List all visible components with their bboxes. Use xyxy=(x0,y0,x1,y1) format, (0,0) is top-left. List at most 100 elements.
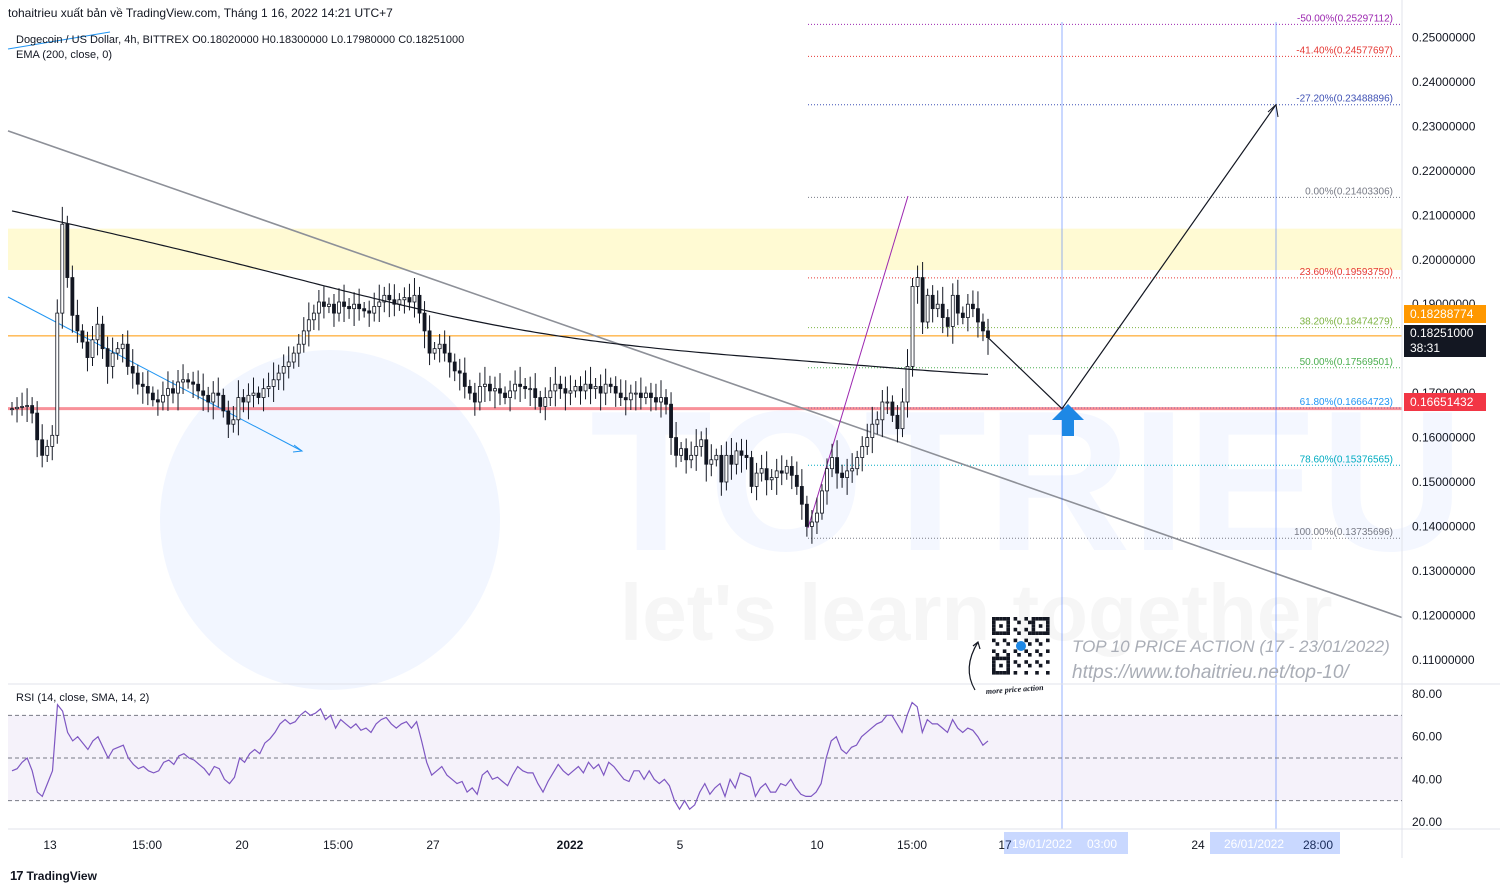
qr-module xyxy=(1024,638,1028,643)
time-axis[interactable]: 13 15:00 20 15:00 27 2022 5 10 15:00 17 24 28:00 19/… xyxy=(43,832,1340,854)
candle-body xyxy=(236,397,241,421)
candle-body xyxy=(970,303,975,310)
candle-body xyxy=(115,348,120,354)
qr-module xyxy=(995,617,1000,621)
qr-module xyxy=(992,663,996,668)
candle-body xyxy=(417,294,422,314)
candle-body xyxy=(669,403,673,438)
candle-body xyxy=(301,330,306,345)
candle-body xyxy=(870,423,875,438)
candle-body xyxy=(377,301,382,307)
resistance-zone xyxy=(8,228,1402,270)
price-tick-label: 0.20000000 xyxy=(1412,253,1476,267)
candle-body xyxy=(528,388,533,391)
qr-module xyxy=(995,671,1000,675)
qr-module xyxy=(1006,642,1010,646)
qr-module xyxy=(1046,660,1050,664)
price-tick-label: 0.16000000 xyxy=(1412,431,1476,445)
orange-price-badge: 0.18288774 xyxy=(1404,305,1486,323)
candle-body xyxy=(251,392,256,396)
descending-trendline xyxy=(7,130,1403,619)
qr-module xyxy=(995,642,1000,646)
price-tick-label: 0.24000000 xyxy=(1412,75,1476,89)
qr-module xyxy=(1013,660,1018,664)
qr-module xyxy=(1006,667,1010,671)
qr-module xyxy=(1038,631,1043,635)
candle-body xyxy=(538,397,543,407)
qr-module xyxy=(1006,617,1010,621)
qr-module xyxy=(1028,653,1032,657)
candle-body xyxy=(965,303,970,318)
candle-body xyxy=(482,383,487,387)
candle-body xyxy=(176,381,180,394)
qr-module xyxy=(992,620,996,625)
candle-body xyxy=(75,314,80,332)
fib-level-label: 38.20%(0.18474279) xyxy=(1300,317,1393,328)
price-tick-label: 0.25000000 xyxy=(1412,31,1476,45)
rsi-legend[interactable]: RSI (14, close, SMA, 14, 2) xyxy=(16,692,150,704)
qr-module xyxy=(1013,638,1018,643)
candle-body xyxy=(598,386,603,394)
candle-body xyxy=(799,486,804,505)
qr-module xyxy=(992,638,996,643)
candle-body xyxy=(734,450,739,465)
price-projection-path[interactable] xyxy=(987,103,1279,436)
price-tick-label: 0.21000000 xyxy=(1412,208,1476,222)
qr-caption: more price action xyxy=(986,683,1045,696)
time-tick-label: 20 xyxy=(235,838,249,852)
candle-body xyxy=(437,343,442,350)
rsi-axis[interactable]: 80.00 60.00 40.00 20.00 xyxy=(1412,687,1442,829)
candle-body xyxy=(794,474,799,487)
qr-module xyxy=(999,663,1003,668)
tradingview-footer[interactable]: 17 TradingView xyxy=(10,868,97,883)
qr-module xyxy=(992,671,996,675)
symbol-ohlc-line[interactable]: Dogecoin / US Dollar, 4h, BITTREX O0.180… xyxy=(16,34,465,46)
qr-module xyxy=(992,667,996,671)
candle-body xyxy=(739,450,744,456)
candle-body xyxy=(850,468,855,472)
candle-body xyxy=(45,446,50,456)
candle-body xyxy=(543,397,548,407)
candle-body xyxy=(880,401,885,421)
qr-code[interactable]: more price action xyxy=(968,617,1050,696)
qr-module xyxy=(1024,617,1028,621)
qr-module xyxy=(1017,620,1021,625)
horizontal-levels[interactable] xyxy=(8,335,1402,411)
promo-url[interactable]: https://www.tohaitrieu.net/top-10/ xyxy=(1072,662,1349,683)
candle-body xyxy=(216,392,221,396)
candle-body xyxy=(135,372,140,385)
candle-body xyxy=(407,297,412,303)
qr-module xyxy=(1038,653,1043,657)
candle-body xyxy=(60,223,65,314)
qr-module xyxy=(1031,617,1036,621)
fib-level-label: 61.80%(0.16664723) xyxy=(1300,397,1393,408)
candle-body xyxy=(161,394,165,403)
qr-module xyxy=(1046,627,1050,632)
candle-body xyxy=(40,439,45,456)
candle-body xyxy=(352,303,357,310)
candle-body xyxy=(397,299,402,305)
candle-body xyxy=(714,454,719,461)
fib-level-label: -50.00%(0.25297112) xyxy=(1297,13,1393,24)
qr-module xyxy=(1031,620,1036,625)
candle-body xyxy=(85,341,90,358)
candle-body xyxy=(337,301,341,314)
candle-body xyxy=(900,401,905,430)
qr-module xyxy=(1013,671,1018,675)
candle-body xyxy=(311,312,316,321)
ema-line xyxy=(11,210,989,375)
rsi-tick-label: 20.00 xyxy=(1412,815,1442,829)
candle-body xyxy=(181,379,185,383)
ema-200-line xyxy=(11,210,989,375)
blue-channel-upper-line xyxy=(7,31,111,50)
qr-module xyxy=(1035,671,1039,675)
candle-body xyxy=(820,490,824,514)
ema-legend-line[interactable]: EMA (200, close, 0) xyxy=(16,49,112,61)
candle-body xyxy=(709,459,714,465)
price-tick-label: 0.14000000 xyxy=(1412,519,1476,533)
candle-body xyxy=(347,306,351,310)
qr-module xyxy=(1017,653,1021,657)
candle-body xyxy=(261,388,266,398)
qr-module xyxy=(1017,631,1021,635)
